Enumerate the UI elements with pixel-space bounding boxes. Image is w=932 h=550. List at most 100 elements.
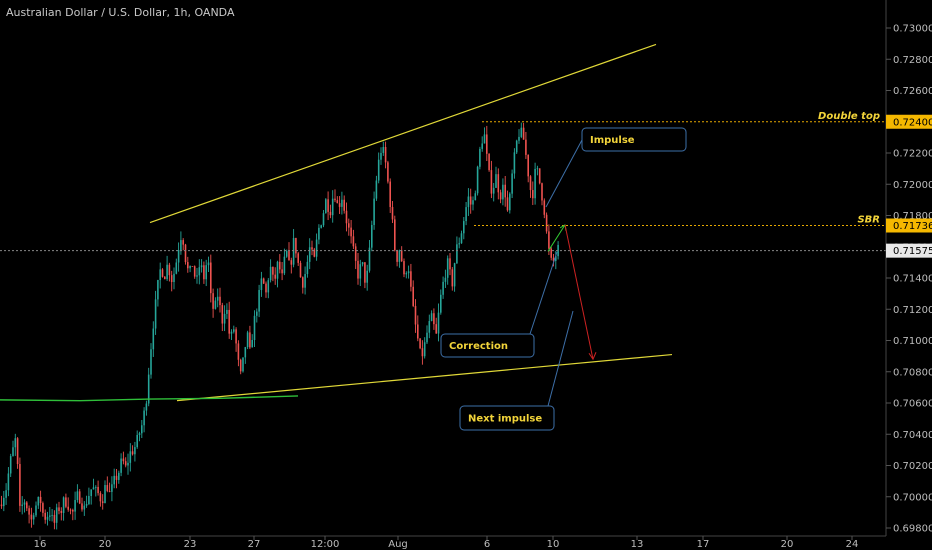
- candle-body: [216, 296, 219, 301]
- candle-body: [177, 250, 180, 263]
- candle-body: [497, 174, 500, 193]
- support-line[interactable]: [0, 395, 299, 402]
- candle-body: [221, 305, 224, 324]
- candle-body: [490, 170, 493, 194]
- candle-body: [81, 503, 83, 510]
- candle-body: [548, 231, 550, 249]
- candle-body: [506, 197, 509, 211]
- candle-body: [463, 221, 465, 234]
- candle-body: [223, 313, 226, 324]
- candle-body: [233, 329, 235, 332]
- candle-body: [331, 198, 334, 216]
- candle-body: [377, 159, 380, 181]
- candle-body: [444, 277, 447, 282]
- candle-body: [12, 447, 14, 457]
- candle-body: [269, 266, 272, 281]
- candle-body: [108, 491, 111, 492]
- candle-body: [499, 192, 502, 200]
- time-tick-label: 13: [631, 539, 644, 550]
- candle-body: [219, 296, 221, 306]
- candle-body: [283, 256, 286, 274]
- candle-body: [541, 183, 543, 201]
- candle-body: [95, 486, 97, 488]
- candle-body: [529, 176, 532, 191]
- candle-body: [334, 198, 336, 201]
- candle-body: [313, 249, 316, 257]
- candle-body: [465, 207, 467, 222]
- candle-body: [14, 438, 17, 448]
- candle-body: [168, 264, 171, 276]
- candle-body: [348, 223, 350, 228]
- candle-body: [525, 139, 527, 155]
- candle-body: [311, 247, 313, 250]
- candle-body: [394, 219, 396, 251]
- candle-body: [106, 485, 109, 492]
- candle-body: [412, 286, 414, 306]
- candle-body: [433, 313, 435, 325]
- time-tick-label: 17: [697, 539, 710, 550]
- candle-body: [354, 246, 357, 261]
- time-axis[interactable]: 16 20 23 27 12:00 Aug 6 10 13 17 20 24: [34, 536, 859, 550]
- candle-body: [297, 253, 299, 263]
- price-tick-label: 0.72600: [893, 86, 932, 97]
- impulse-callout-pointer: [545, 139, 583, 208]
- candle-body: [28, 508, 30, 515]
- candle-body: [453, 263, 456, 287]
- candle-body: [430, 313, 433, 322]
- candle-body: [545, 214, 548, 232]
- candle-body: [274, 274, 276, 279]
- channel-upper-line[interactable]: [149, 43, 657, 224]
- candle-body: [423, 342, 426, 357]
- candle-body: [285, 251, 288, 257]
- impulse-callout-text: Impulse: [590, 135, 635, 146]
- candle-body: [228, 309, 230, 334]
- candle-body: [428, 321, 431, 333]
- time-tick-label: Aug: [388, 539, 408, 550]
- correction-callout[interactable]: [440, 333, 535, 358]
- candle-body: [414, 305, 417, 325]
- candle-body: [237, 343, 240, 360]
- candle-body: [426, 332, 428, 343]
- candle-body: [502, 184, 504, 200]
- candle-body: [400, 250, 403, 262]
- candle-body: [85, 503, 88, 506]
- candle-body: [460, 233, 463, 244]
- trend-lines: [0, 43, 886, 402]
- projection-down-arrow[interactable]: [564, 224, 594, 360]
- candle-body: [375, 180, 378, 199]
- candle-body: [417, 324, 419, 339]
- candle-body: [262, 278, 265, 284]
- candle-body: [368, 247, 371, 271]
- candle-body: [120, 458, 122, 473]
- candle-body: [446, 258, 449, 278]
- candle-body: [200, 265, 203, 268]
- price-tick-label: 0.71800: [893, 211, 932, 222]
- candle-body: [44, 512, 46, 520]
- candle-body: [193, 266, 196, 277]
- channel-lower-line[interactable]: [176, 353, 673, 402]
- candle-body: [451, 269, 454, 287]
- projection-up-arrow[interactable]: [547, 224, 566, 252]
- candle-body: [511, 173, 513, 194]
- candle-body: [513, 152, 516, 174]
- candle-body: [437, 312, 440, 334]
- time-tick-label: 10: [547, 539, 560, 550]
- candle-body: [492, 187, 495, 194]
- candle-body: [407, 271, 410, 274]
- candle-body: [419, 338, 421, 349]
- candle-body: [469, 196, 472, 205]
- candle-body: [456, 244, 458, 264]
- candle-body: [226, 309, 228, 314]
- candle-body: [345, 210, 348, 224]
- candle-body: [83, 505, 86, 510]
- candle-body: [435, 324, 437, 334]
- candle-body: [366, 270, 368, 283]
- next-impulse-callout[interactable]: [459, 405, 555, 431]
- candle-body: [67, 506, 69, 510]
- candle-body: [389, 181, 391, 208]
- candle-body: [9, 456, 12, 474]
- candle-body: [258, 290, 260, 312]
- price-tick-label: 0.71400: [893, 274, 932, 285]
- impulse-callout[interactable]: [581, 127, 687, 152]
